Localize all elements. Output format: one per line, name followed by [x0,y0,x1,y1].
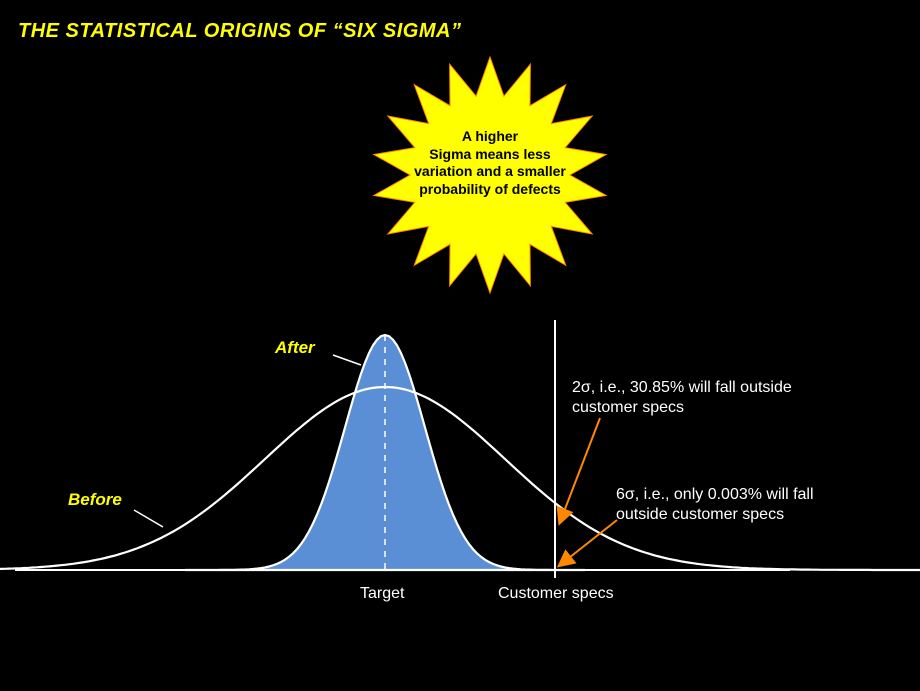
target-label: Target [360,585,404,603]
starburst-caption: A higherSigma means lessvariation and a … [395,128,585,198]
before-label: Before [68,490,122,510]
six-sigma-annotation: 6σ, i.e., only 0.003% will falloutside c… [616,485,814,525]
chart-svg [0,0,920,691]
two-sigma-annotation: 2σ, i.e., 30.85% will fall outsidecustom… [572,378,792,418]
after-label: After [275,338,315,358]
customer-specs-label: Customer specs [498,585,614,603]
six-sigma-slide: { "title": { "text": "THE STATISTICAL OR… [0,0,920,691]
